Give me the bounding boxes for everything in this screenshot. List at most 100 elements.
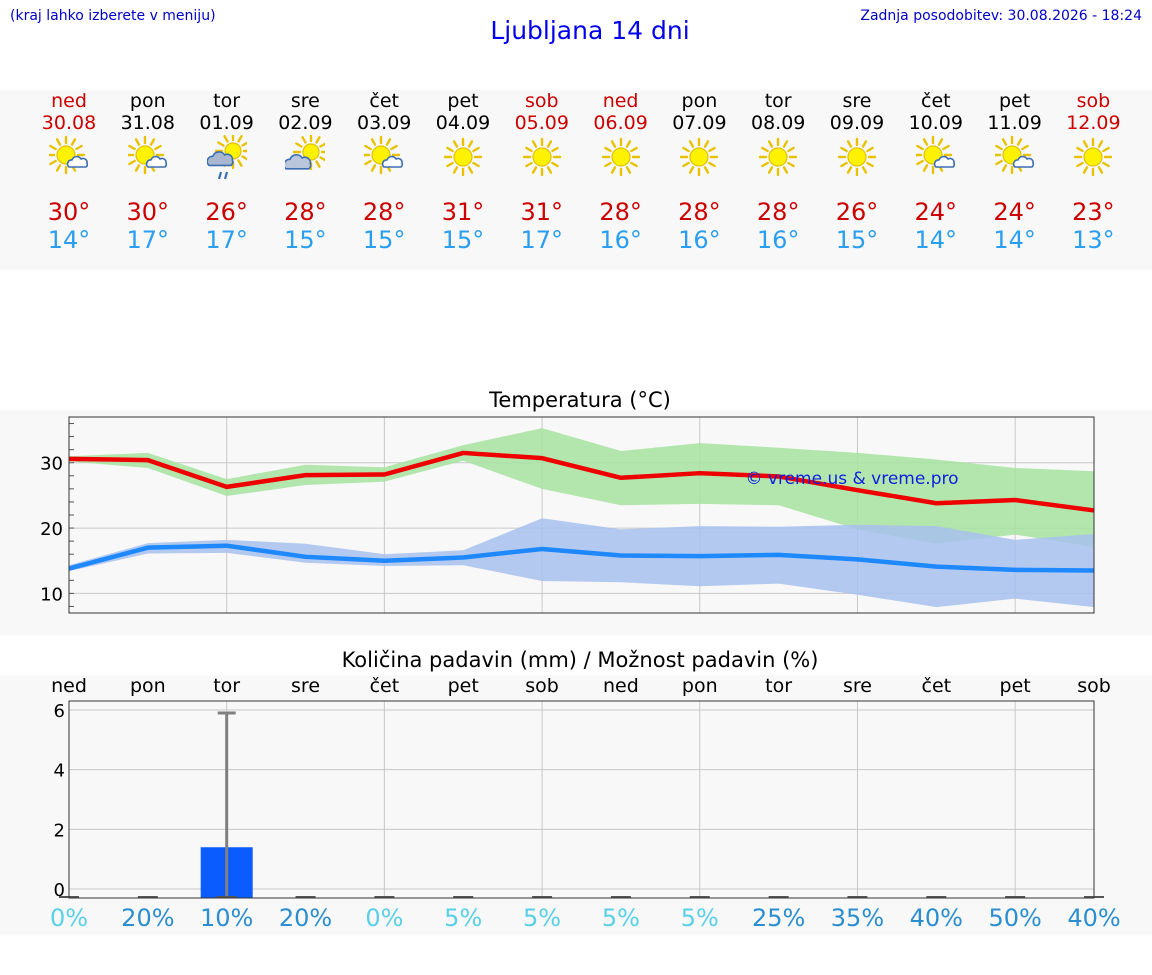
sun-disc [532,147,552,167]
forecast-day: pet 11.09 24° 14° [975,90,1055,270]
cloud-shape [206,151,234,167]
sun-ray [550,146,559,153]
max-temperature-range-band [69,428,1094,548]
cloud-shape [66,155,89,168]
max-temperature: 30° [126,198,170,226]
sun-ray [846,166,853,174]
precipitation-day-label: ned [51,675,87,697]
forecast-day: sob 12.09 23° 13° [1053,90,1133,270]
sun-ray [782,140,789,148]
day-name: ned [51,90,87,112]
sun-ray [704,140,710,148]
cloud-shape [1012,155,1034,168]
sun-ray [767,140,774,148]
sun-ray [55,138,62,146]
min-temperature: 15° [441,226,485,254]
sun-ray [222,135,229,143]
temperature-chart-title: Temperatura (°C) [489,388,671,412]
sun-disc [847,147,867,167]
sun-ray [682,161,691,168]
min-temperature: 13° [1072,226,1115,254]
forecast-day: pon 07.09 28° 16° [659,90,739,270]
sun-ray [761,146,769,153]
sun-ray [610,140,616,148]
cloud-shape [933,155,955,168]
sun-ray [1076,146,1085,153]
sun-ray [1083,140,1089,148]
sun-ray [708,161,717,168]
sun-ray [603,161,612,168]
last-update: Zadnja posodobitev: 30.08.2026 - 18:24 [860,8,1142,24]
max-temperature: 31° [441,198,485,226]
max-temperature-line [68,450,1095,513]
min-temperature: 17° [205,226,248,254]
day-date: 30.08 [41,112,97,134]
temperature-chart: 10 20 30 © vreme.us & vreme.pro [40,416,1095,614]
day-date: 08.09 [750,112,806,134]
forecast-day: tor 01.09 26° 17° [187,90,267,270]
min-temperature: 16° [599,226,642,254]
sun-disc [689,147,709,167]
sun-ray [525,146,533,153]
day-name: sob [1076,90,1111,112]
day-date: 03.09 [356,112,412,134]
sun-ray [472,161,480,168]
sun-ray [866,146,874,153]
sun-rays [601,137,640,177]
sun-ray [370,138,377,146]
sun-ray [49,159,57,166]
sun-cloud-icon [127,135,167,175]
y-tick-label: 2 [54,820,65,841]
sun-icon [443,137,483,177]
sun-ray [1076,161,1085,168]
precipitation-day-label: čet [369,675,400,697]
sun-ray [525,161,533,168]
sun-ray [216,141,225,147]
forecast-row: ned 30.08 30° 14° pon 31.08 30° 17° tor 01.09 26° 1… [0,90,1152,270]
sun-ray [134,164,140,172]
day-date: 31.08 [120,112,175,134]
y-tick-label: 0 [54,880,65,901]
day-name: tor [213,90,241,112]
sun-ray [319,156,326,162]
sun-rays [49,135,86,175]
sun-ray [916,144,924,151]
sun-rays [1074,137,1113,177]
day-date: 05.09 [514,112,569,134]
sun-ray [689,166,695,174]
precipitation-day-label: ned [603,675,639,697]
precipitation-probability: 35% [830,904,885,932]
sun-rays [443,137,483,177]
forecast-band [0,90,1152,270]
forecast-day: ned 30.08 30° 14° [29,90,109,270]
sun-icon [680,137,719,177]
day-name: pon [129,90,166,112]
sun-cloud-icon [994,135,1034,175]
sun-ray [452,140,459,148]
sun-ray [629,161,638,168]
day-name: čet [369,90,399,112]
min-temperature-line [68,543,1095,573]
precipitation-probability: 5% [601,904,640,932]
sun-ray [625,166,631,174]
sun-ray [840,161,848,168]
max-temperature: 28° [756,198,800,226]
min-temperature: 16° [756,226,800,254]
max-temperature: 28° [284,198,327,226]
sun-ray [75,144,83,151]
sun-ray [787,146,795,153]
plot-frame [68,416,1095,614]
rain-drop [223,171,228,180]
day-date: 07.09 [672,112,727,134]
sun-ray [761,161,769,168]
max-temperature: 24° [914,198,958,226]
precipitation-day-label: sre [291,675,321,697]
precipitation-day-label: sob [525,675,559,697]
min-temperature: 17° [126,226,170,254]
sun-ray [128,144,136,151]
sun-ray [1102,161,1111,168]
sun-ray [916,159,924,166]
min-temperature: 15° [835,226,879,254]
sun-ray [1020,144,1029,151]
sun-disc [302,143,320,161]
